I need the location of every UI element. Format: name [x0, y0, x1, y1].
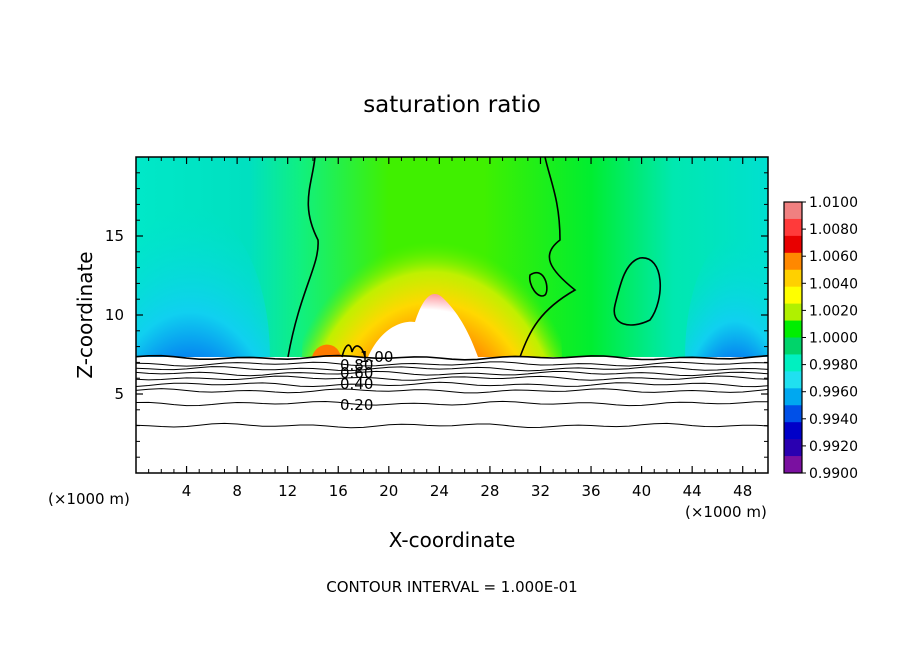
x-tick-label: 32: [531, 482, 550, 500]
contour-line: [136, 381, 768, 388]
colorbar-label: 1.0020: [809, 303, 858, 319]
colorbar-label: 1.0040: [809, 276, 858, 292]
colorbar-swatch: [784, 202, 802, 220]
chart-title: saturation ratio: [363, 92, 541, 118]
colorbar-swatch: [784, 303, 802, 322]
colorbar-swatch: [784, 388, 802, 406]
colorbar-label: 1.0080: [809, 222, 858, 238]
colorbar-label: 0.9940: [809, 412, 858, 428]
contour-line: [136, 375, 768, 381]
colorbar-swatch: [784, 269, 802, 288]
x-tick-label: 28: [480, 482, 499, 500]
contour-label-5: 0.20: [340, 396, 373, 414]
saturation-isoline-loop-large: [613, 257, 661, 326]
contour-label-3: 0.60: [340, 364, 373, 382]
contour-line: [136, 388, 768, 394]
contour-interval-footer: CONTOUR INTERVAL = 1.000E-01: [326, 578, 577, 596]
saturation-isoline-loop-small: [528, 271, 548, 297]
contour-line: [136, 366, 768, 372]
contour-line: [136, 370, 768, 377]
x-axis-ticks: 4 8 12 16 20 24 28 32 36 40 44 48: [148, 157, 756, 500]
core-white-peak: [368, 293, 478, 357]
x-tick-label: 24: [430, 482, 449, 500]
colorbar-label: 0.9900: [809, 466, 858, 482]
colorbar-label: 0.9920: [809, 439, 858, 455]
colorbar-swatch: [784, 320, 802, 338]
y-tick-label: 15: [105, 227, 124, 245]
colorbar-label: 1.0000: [809, 331, 858, 347]
colorbar-swatch: [784, 456, 802, 474]
colorbar-swatch: [784, 422, 802, 440]
colorbar-swatch: [784, 235, 802, 254]
plot-area: [136, 157, 768, 473]
saturation-isoline-notch: [341, 344, 366, 358]
colorbar-swatch: [784, 218, 802, 237]
y-axis-label: Z-coordinate: [73, 251, 97, 378]
saturation-isoline-left: [287, 157, 319, 358]
x-tick-label: 12: [278, 482, 297, 500]
colorbar-label: 0.9960: [809, 385, 858, 401]
colorbar-labels: 1.0100 1.0080 1.0060 1.0040 1.0020 1.0000 0.99…: [802, 195, 858, 482]
colorbar-swatch: [784, 405, 802, 423]
colorbar: [783, 201, 803, 474]
left-low-patch: [312, 344, 342, 357]
colorbar-label: 1.0060: [809, 249, 858, 265]
colorbar-swatch: [784, 337, 802, 355]
saturation-isoline-right: [519, 157, 577, 358]
colorbar-swatch: [784, 252, 802, 271]
contour-line: [136, 400, 768, 407]
colorbar-swatch: [784, 286, 802, 305]
contour-label-4: 0.40: [340, 375, 373, 393]
x-tick-label: 40: [632, 482, 651, 500]
x-tick-label: 8: [232, 482, 242, 500]
x-tick-label: 4: [182, 482, 192, 500]
contour-line: [136, 354, 768, 361]
x-axis-label: X-coordinate: [389, 528, 516, 552]
x-tick-label: 20: [379, 482, 398, 500]
x-tick-label: 44: [683, 482, 702, 500]
x-tick-label: 16: [329, 482, 348, 500]
contour-label-1: 1.00: [360, 348, 393, 366]
y-tick-label: 5: [114, 385, 124, 403]
colorbar-swatch: [784, 371, 802, 389]
x-unit-right: (×1000 m): [685, 503, 767, 521]
contour-label-2: 0.80: [340, 356, 373, 374]
x-unit-left: (×1000 m): [48, 490, 130, 508]
x-tick-label: 36: [581, 482, 600, 500]
contour-line: [136, 361, 768, 367]
lower-contour-lines: [136, 354, 768, 429]
colorbar-swatch: [784, 354, 802, 372]
colorbar-label: 1.0100: [809, 195, 858, 211]
colorbar-swatch: [784, 439, 802, 457]
contour-labels: 1.00 0.80 0.60 0.40 0.20: [340, 348, 393, 414]
contour-line: [136, 422, 768, 429]
lower-domain: [136, 357, 768, 473]
y-axis-ticks: 5 10 15: [105, 172, 768, 458]
y-tick-label: 10: [105, 306, 124, 324]
colorbar-label: 0.9980: [809, 358, 858, 374]
x-tick-label: 48: [733, 482, 752, 500]
